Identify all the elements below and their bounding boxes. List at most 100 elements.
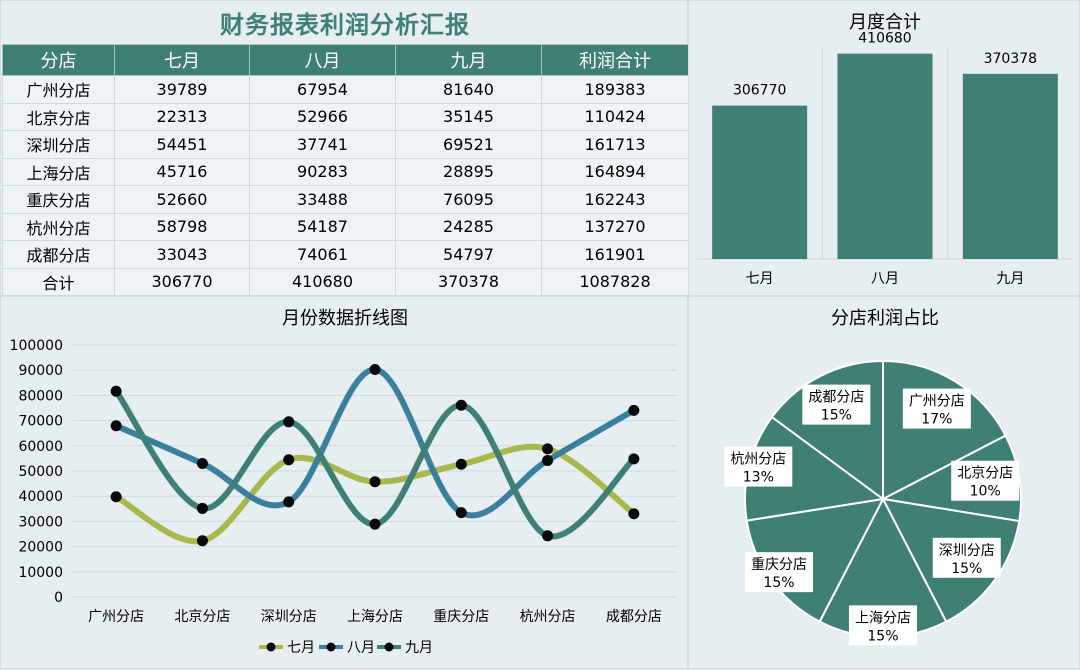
value-cell: 69521 — [395, 130, 542, 159]
pie-slice-label: 北京分店 — [957, 466, 1013, 482]
value-cell: 164894 — [541, 157, 689, 186]
data-point — [628, 453, 640, 465]
y-tick-label: 10000 — [18, 565, 63, 581]
report-title: 财务报表利润分析汇报 — [220, 11, 470, 39]
data-point — [196, 502, 208, 514]
table-header-row: 分店 七月 八月 九月 利润合计 — [2, 44, 689, 76]
table-row: 上海分店 45716 90283 28895 164894 — [2, 157, 689, 186]
monthly-total-chart-panel: 月度合计 306770 七月 410680 八月 370378 九月 — [688, 0, 1080, 296]
chart-title: 月份数据折线图 — [282, 308, 408, 329]
pie-slice-label: 上海分店 — [855, 610, 911, 626]
value-cell: 54187 — [249, 212, 396, 241]
bar — [962, 73, 1058, 259]
data-point — [196, 458, 208, 470]
value-cell: 33488 — [249, 185, 396, 214]
x-tick-label: 北京分店 — [174, 609, 230, 625]
value-cell: 67954 — [249, 75, 396, 104]
value-cell: 74061 — [249, 240, 396, 269]
data-point — [455, 507, 467, 519]
pie-label-box — [951, 460, 1020, 501]
data-point — [369, 476, 381, 488]
bar-data-label: 306770 — [733, 83, 786, 99]
pie-label-box — [848, 605, 917, 646]
y-tick-label: 90000 — [18, 363, 63, 379]
profit-table-panel: 财务报表利润分析汇报 分店 七月 八月 九月 利润合计 广州分店 39789 679… — [0, 0, 689, 296]
pie-label-box — [932, 537, 1001, 578]
value-cell: 54451 — [114, 130, 250, 159]
data-point — [283, 454, 295, 466]
data-point — [369, 518, 381, 530]
bar — [837, 53, 933, 259]
chart-title: 月度合计 — [849, 12, 921, 33]
y-tick-label: 0 — [54, 590, 63, 606]
pie-slice-label: 广州分店 — [909, 394, 965, 410]
data-point — [283, 496, 295, 508]
x-tick-label: 九月 — [996, 271, 1024, 287]
pie-label-box — [802, 384, 871, 425]
column-header: 利润合计 — [541, 44, 689, 76]
branch-cell: 合计 — [2, 267, 115, 296]
value-cell: 410680 — [249, 267, 396, 296]
branch-cell: 广州分店 — [2, 75, 115, 104]
chart-title: 分店利润占比 — [831, 308, 939, 329]
y-tick-label: 70000 — [18, 414, 63, 430]
legend-label: 九月 — [405, 640, 433, 656]
monthly-line-chart: 月份数据折线图 0 10000 20000 30000 40000 50000 60000 70… — [10, 308, 677, 656]
data-point — [542, 530, 554, 542]
value-cell: 39789 — [114, 75, 250, 104]
column-header: 七月 — [114, 44, 250, 76]
pie-slice-label: 重庆分店 — [751, 557, 807, 573]
table-row: 北京分店 22313 52966 35145 110424 — [2, 102, 689, 131]
x-tick-label: 深圳分店 — [261, 609, 317, 625]
x-tick-label: 杭州分店 — [520, 609, 576, 625]
pie-slice-percent: 10% — [970, 484, 1001, 500]
pie-slice-percent: 17% — [921, 412, 952, 428]
x-tick-label: 重庆分店 — [433, 609, 489, 625]
branch-cell: 上海分店 — [2, 157, 115, 186]
bar — [712, 105, 808, 260]
pie-label-box — [724, 446, 793, 487]
table-row: 重庆分店 52660 33488 76095 162243 — [2, 185, 689, 214]
value-cell: 45716 — [114, 157, 250, 186]
data-point — [628, 404, 640, 416]
value-cell: 137270 — [541, 212, 689, 241]
pie-slice-label: 成都分店 — [808, 390, 864, 406]
legend-marker — [384, 642, 394, 652]
data-point — [369, 363, 381, 375]
branch-cell: 北京分店 — [2, 102, 115, 131]
value-cell: 90283 — [249, 157, 396, 186]
data-point — [542, 454, 554, 466]
series-line — [113, 388, 637, 540]
branch-cell: 重庆分店 — [2, 185, 115, 214]
value-cell: 58798 — [114, 212, 250, 241]
pie-slice-percent: 15% — [867, 628, 898, 644]
pie-slice-percent: 15% — [821, 408, 852, 424]
data-point — [196, 535, 208, 547]
value-cell: 81640 — [395, 75, 542, 104]
value-cell: 33043 — [114, 240, 250, 269]
value-cell: 52966 — [249, 102, 396, 131]
legend-label: 八月 — [347, 640, 375, 656]
value-cell: 28895 — [395, 157, 542, 186]
value-cell: 161713 — [541, 130, 689, 159]
y-tick-label: 100000 — [10, 338, 63, 354]
data-point — [283, 416, 295, 428]
value-cell: 35145 — [395, 102, 542, 131]
legend-marker — [326, 642, 336, 652]
data-point — [455, 458, 467, 470]
value-cell: 76095 — [395, 185, 542, 214]
pie-slice-percent: 13% — [743, 470, 774, 486]
y-tick-label: 20000 — [18, 540, 63, 556]
value-cell: 54797 — [395, 240, 542, 269]
column-header: 八月 — [249, 44, 396, 76]
pie-label-box — [902, 388, 971, 429]
branch-cell: 深圳分店 — [2, 130, 115, 159]
legend-marker — [266, 642, 276, 652]
pie-label-box — [744, 552, 813, 593]
profit-table: 分店 七月 八月 九月 利润合计 广州分店 39789 67954 81640 1893… — [2, 44, 689, 296]
data-point — [628, 508, 640, 520]
data-point — [455, 399, 467, 411]
x-tick-label: 八月 — [871, 271, 899, 287]
table-row: 成都分店 33043 74061 54797 161901 — [2, 240, 689, 269]
